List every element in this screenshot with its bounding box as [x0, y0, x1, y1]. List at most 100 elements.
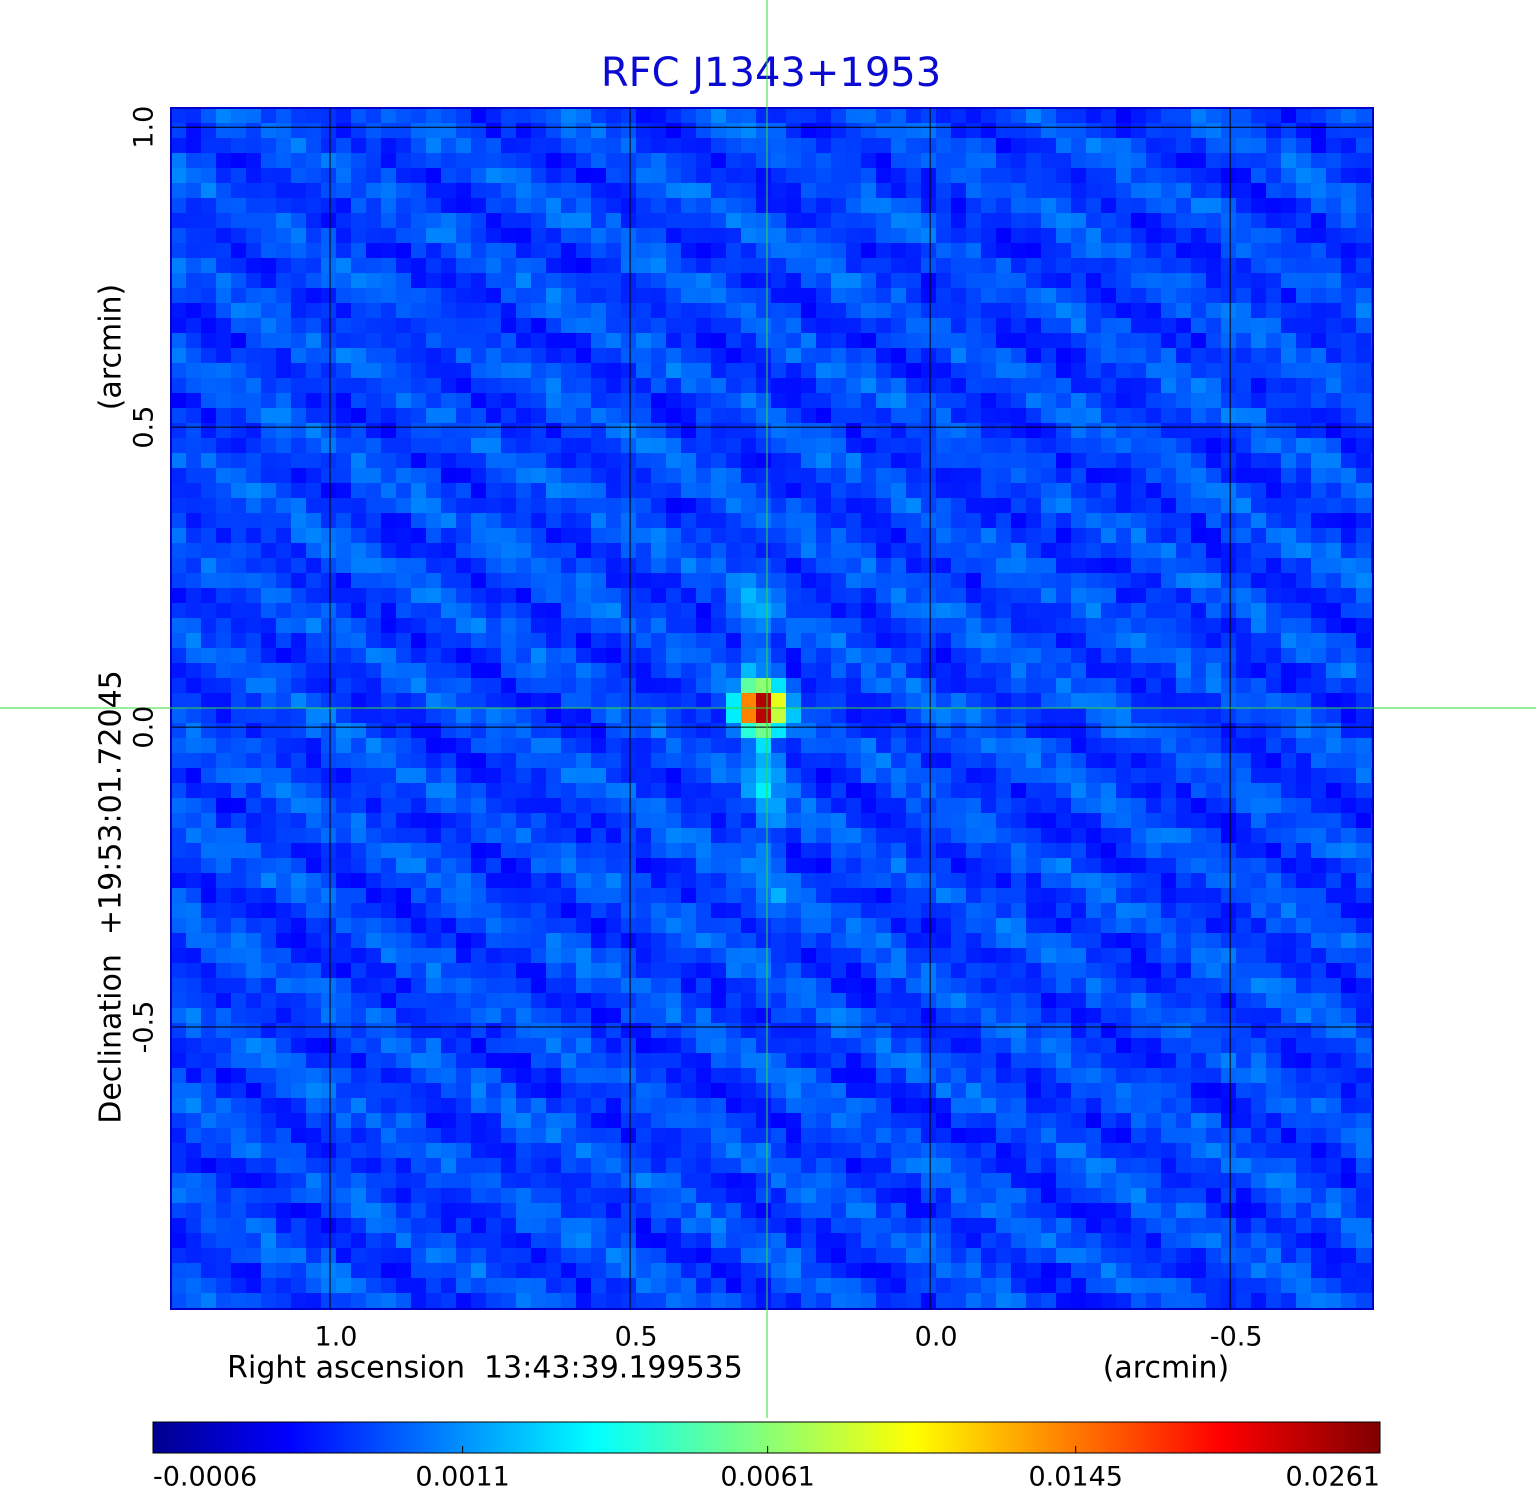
image-pixel: [261, 993, 276, 1008]
image-pixel: [876, 708, 891, 723]
image-pixel: [636, 543, 651, 558]
image-pixel: [711, 888, 726, 903]
image-pixel: [261, 828, 276, 843]
image-pixel: [966, 258, 981, 273]
image-pixel: [501, 1008, 516, 1023]
image-pixel: [501, 438, 516, 453]
image-pixel: [816, 378, 831, 393]
image-pixel: [861, 558, 876, 573]
image-pixel: [276, 768, 291, 783]
image-pixel: [696, 843, 711, 858]
image-pixel: [1326, 453, 1341, 468]
image-pixel: [1056, 858, 1071, 873]
image-pixel: [831, 933, 846, 948]
image-pixel: [1041, 348, 1056, 363]
image-pixel: [951, 528, 966, 543]
image-pixel: [1161, 408, 1176, 423]
image-pixel: [261, 273, 276, 288]
image-pixel: [501, 408, 516, 423]
image-pixel: [951, 633, 966, 648]
image-pixel: [171, 963, 186, 978]
image-pixel: [216, 888, 231, 903]
image-pixel: [606, 393, 621, 408]
image-pixel: [996, 303, 1011, 318]
image-pixel: [996, 753, 1011, 768]
image-pixel: [1326, 618, 1341, 633]
image-pixel: [411, 318, 426, 333]
image-pixel: [336, 318, 351, 333]
image-pixel: [966, 288, 981, 303]
image-pixel: [1176, 198, 1191, 213]
image-pixel: [996, 903, 1011, 918]
image-pixel: [276, 753, 291, 768]
image-pixel: [771, 378, 786, 393]
image-pixel: [681, 723, 696, 738]
image-pixel: [996, 183, 1011, 198]
image-pixel: [741, 708, 756, 723]
image-pixel: [1356, 228, 1371, 243]
image-pixel: [966, 798, 981, 813]
image-pixel: [291, 603, 306, 618]
image-pixel: [651, 498, 666, 513]
image-pixel: [1011, 858, 1026, 873]
image-pixel: [1011, 243, 1026, 258]
image-pixel: [1026, 978, 1041, 993]
image-pixel: [1101, 303, 1116, 318]
image-pixel: [636, 603, 651, 618]
image-pixel: [516, 783, 531, 798]
image-pixel: [411, 183, 426, 198]
image-pixel: [171, 438, 186, 453]
image-pixel: [801, 213, 816, 228]
image-pixel: [846, 228, 861, 243]
image-pixel: [456, 198, 471, 213]
image-pixel: [396, 843, 411, 858]
image-pixel: [291, 138, 306, 153]
image-pixel: [426, 468, 441, 483]
image-pixel: [861, 588, 876, 603]
image-pixel: [336, 903, 351, 918]
image-pixel: [486, 1008, 501, 1023]
image-pixel: [666, 933, 681, 948]
image-pixel: [1056, 573, 1071, 588]
image-pixel: [1206, 363, 1221, 378]
image-pixel: [396, 333, 411, 348]
image-pixel: [1236, 603, 1251, 618]
image-pixel: [531, 378, 546, 393]
image-pixel: [801, 168, 816, 183]
image-pixel: [951, 618, 966, 633]
image-pixel: [996, 1008, 1011, 1023]
image-pixel: [186, 288, 201, 303]
image-pixel: [396, 183, 411, 198]
image-pixel: [831, 603, 846, 618]
image-pixel: [726, 993, 741, 1008]
image-pixel: [771, 198, 786, 213]
image-pixel: [906, 393, 921, 408]
image-pixel: [1236, 993, 1251, 1008]
image-pixel: [726, 663, 741, 678]
image-pixel: [1056, 333, 1071, 348]
image-pixel: [786, 243, 801, 258]
image-pixel: [1146, 528, 1161, 543]
image-pixel: [1041, 528, 1056, 543]
image-pixel: [801, 708, 816, 723]
image-pixel: [741, 978, 756, 993]
image-pixel: [891, 1023, 906, 1038]
image-pixel: [906, 948, 921, 963]
image-pixel: [186, 303, 201, 318]
image-pixel: [1356, 393, 1371, 408]
image-pixel: [1281, 993, 1296, 1008]
image-pixel: [471, 618, 486, 633]
image-pixel: [801, 1008, 816, 1023]
image-pixel: [756, 198, 771, 213]
image-pixel: [1251, 438, 1266, 453]
image-pixel: [636, 228, 651, 243]
image-pixel: [1071, 333, 1086, 348]
image-pixel: [861, 243, 876, 258]
image-pixel: [1056, 963, 1071, 978]
image-pixel: [876, 693, 891, 708]
image-pixel: [1266, 723, 1281, 738]
image-pixel: [306, 258, 321, 273]
image-pixel: [561, 948, 576, 963]
image-pixel: [336, 573, 351, 588]
image-pixel: [966, 783, 981, 798]
